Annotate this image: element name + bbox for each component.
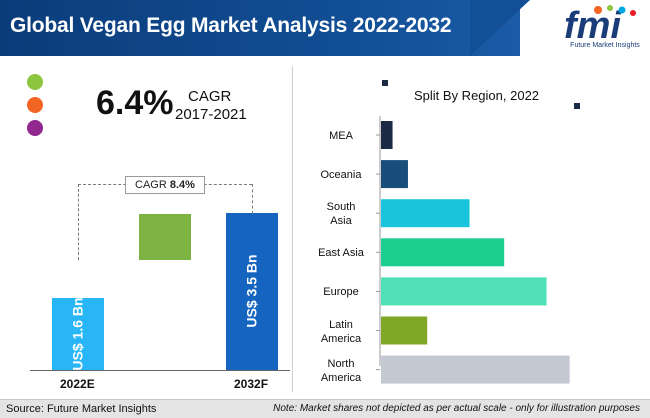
bar-growth xyxy=(139,214,191,260)
cagr-connector-left xyxy=(78,184,79,260)
region-label-south-asia: South Asia xyxy=(326,201,356,228)
logo-text: fmi xyxy=(564,5,622,44)
region-bar-europe xyxy=(381,277,547,306)
decor-square-right xyxy=(574,103,580,109)
region-label-north-america: North America xyxy=(320,357,362,384)
header-banner xyxy=(0,0,520,56)
footer: Source: Future Market Insights Note: Mar… xyxy=(0,399,650,418)
region-label-oceania: Oceania xyxy=(320,169,362,182)
region-bar-latin-america xyxy=(381,316,428,345)
region-bar-east-asia xyxy=(381,238,505,267)
cagr-connector-right xyxy=(252,184,253,214)
tick-label-2022e: 2022E xyxy=(60,377,95,391)
legend-dot-green xyxy=(27,74,43,90)
region-bar-south-asia xyxy=(381,199,470,228)
bar-2022e-label: US$ 1.6 Bn xyxy=(70,297,87,371)
cagr-box: CAGR 8.4% xyxy=(125,176,205,194)
legend-dot-purple xyxy=(27,120,43,136)
region-label-europe: Europe xyxy=(323,286,359,299)
cagr-box-label: CAGR xyxy=(135,179,170,191)
region-label-mea: MEA xyxy=(329,130,353,142)
legend-dot-orange xyxy=(27,97,43,113)
left-panel xyxy=(8,66,293,392)
region-bar-north-america xyxy=(381,355,570,384)
bar-2032f-label: US$ 3.5 Bn xyxy=(244,254,261,328)
x-axis-line xyxy=(30,370,290,371)
note-text: Note: Market shares not depicted as per … xyxy=(273,403,640,414)
bar-2022e: US$ 1.6 Bn xyxy=(52,297,104,371)
cagr-label: CAGR xyxy=(188,88,232,105)
source-text: Source: Future Market Insights xyxy=(6,403,157,415)
region-bar-mea xyxy=(381,121,393,149)
page-title: Global Vegan Egg Market Analysis 2022-20… xyxy=(10,14,452,37)
fmi-logo: fmi Future Market Insights xyxy=(560,4,646,56)
region-label-east-asia: East Asia xyxy=(318,247,364,260)
decor-square-top xyxy=(382,80,388,86)
logo-subtitle: Future Market Insights xyxy=(570,42,640,49)
header-wedge xyxy=(470,0,530,56)
tick-label-2032f: 2032F xyxy=(234,377,269,391)
fmi-logo-icon: fmi xyxy=(564,5,636,47)
cagr-years: 2017-2021 xyxy=(175,106,247,123)
region-bar-oceania xyxy=(381,160,408,189)
region-chart-title: Split By Region, 2022 xyxy=(414,88,540,103)
region-label-latin-america: Latin America xyxy=(320,318,362,345)
header: Global Vegan Egg Market Analysis 2022-20… xyxy=(0,0,650,56)
cagr-value: 6.4% xyxy=(96,84,174,122)
cagr-box-value: 8.4% xyxy=(169,179,195,191)
bar-2032f: US$ 3.5 Bn xyxy=(226,212,278,370)
